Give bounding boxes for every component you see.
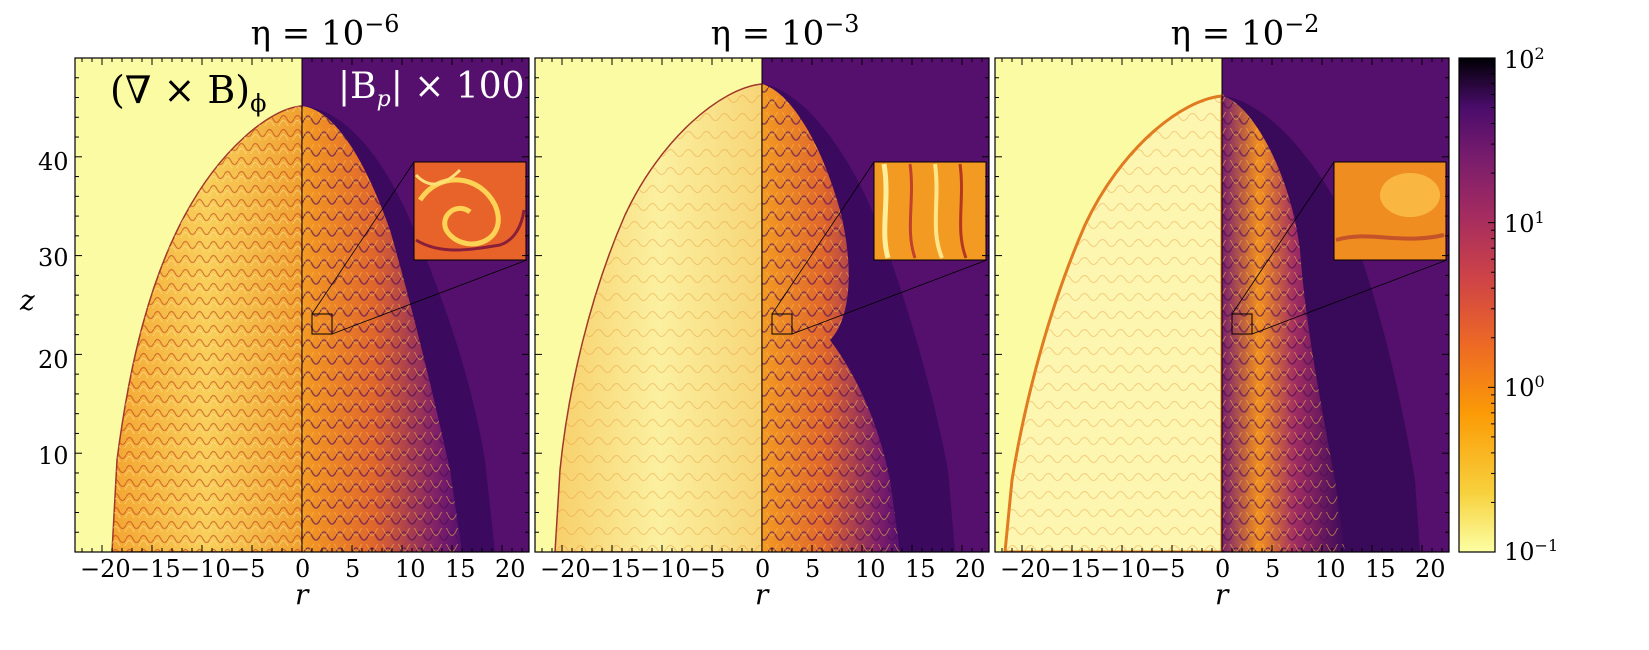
x-tick-label: 15 [1365,555,1396,583]
x-tick-label: −10 [640,555,691,583]
panel-title-3-base: η = 10 [1170,13,1285,54]
x-tick-label: −10 [180,555,231,583]
x-tick-label: 10 [1315,555,1346,583]
panel-3-image [995,58,1449,552]
x-tick-label: 5 [805,555,821,583]
x-tick-label: 0 [755,555,771,583]
x-tick-label: 5 [345,555,361,583]
colorbar-tick-exp: 1 [1534,208,1545,227]
current-density-label-main: (∇ × B) [110,68,251,112]
panel-title-2-exp: −3 [824,10,860,38]
colorbar-tick-exp: 2 [1534,44,1545,63]
x-tick-label: 20 [495,555,526,583]
colorbar-tick-exp: −1 [1534,536,1559,555]
x-axis-label-3: r [1215,578,1229,611]
y-tick-label: 30 [38,244,69,272]
panel-title-2: η = 10−3 [665,10,905,53]
x-tick-label: 15 [905,555,936,583]
poloidal-field-label-suffix: | × 100 [390,66,525,107]
tick-marks [75,58,1449,553]
panel-1-image [75,58,529,552]
x-tick-label: 0 [295,555,311,583]
current-density-label: (∇ × B)ϕ [110,68,266,118]
x-tick-label: −5 [230,555,266,583]
colorbar-tick-exp: 0 [1534,372,1545,391]
x-tick-label: −20 [80,555,131,583]
colorbar-tick-label: 102 [1504,44,1545,74]
x-tick-label: −15 [130,555,181,583]
x-tick-label: 10 [855,555,886,583]
x-tick-label: −15 [590,555,641,583]
panel-title-1-base: η = 10 [250,13,365,54]
colorbar-tick-label: 10−1 [1504,536,1558,566]
x-tick-label: −10 [1100,555,1151,583]
panel-title-3: η = 10−2 [1125,10,1365,53]
x-axis-label-1: r [295,578,309,611]
panel-title-2-base: η = 10 [710,13,825,54]
x-tick-label: −20 [540,555,591,583]
y-tick-label: 10 [38,442,69,470]
colorbar-tick-label: 101 [1504,208,1545,238]
poloidal-field-label-sub: p [376,87,391,113]
x-tick-label: 20 [955,555,986,583]
x-tick-label: 0 [1215,555,1231,583]
panel-2-image [535,58,989,552]
x-tick-label: 15 [445,555,476,583]
x-tick-label: 5 [1265,555,1281,583]
x-axis-label-2: r [755,578,769,611]
x-tick-label: 20 [1415,555,1446,583]
x-tick-label: −20 [1000,555,1051,583]
colorbar [1458,57,1496,553]
y-tick-label: 40 [38,148,69,176]
panel-title-1: η = 10−6 [205,10,445,53]
current-density-label-sub: ϕ [250,89,267,118]
colorbar-tick-base: 10 [1504,374,1535,402]
x-tick-label: −5 [1150,555,1186,583]
x-tick-label: −5 [690,555,726,583]
panel-title-3-exp: −2 [1284,10,1320,38]
x-tick-label: −15 [1050,555,1101,583]
colorbar-tick-marks [1488,65,1495,553]
poloidal-field-label-main: |B [338,66,377,107]
colorbar-tick-base: 10 [1504,46,1535,74]
colorbar-tick-label: 100 [1504,372,1545,402]
colorbar-tick-base: 10 [1504,210,1535,238]
colorbar-tick-base: 10 [1504,538,1535,566]
y-tick-label: 20 [38,346,69,374]
y-axis-label: z [20,284,35,317]
panel-title-1-exp: −6 [364,10,400,38]
x-tick-label: 10 [395,555,426,583]
poloidal-field-label: |Bp| × 100 [338,66,525,112]
